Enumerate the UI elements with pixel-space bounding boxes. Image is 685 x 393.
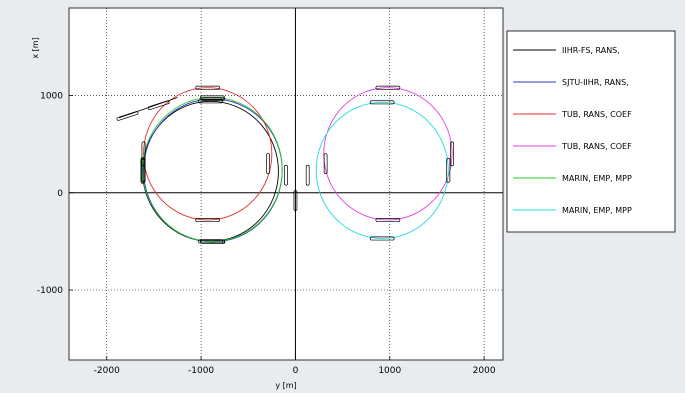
- ship-outline: [200, 239, 225, 244]
- ship-outline: [375, 85, 401, 90]
- ship-outline: [200, 239, 226, 244]
- legend-label: TUB, RANS, COEF: [561, 110, 632, 119]
- ship-outline: [200, 95, 225, 100]
- x-tick-label: 1000: [378, 366, 401, 376]
- legend-label: TUB, RANS, COEF: [561, 142, 632, 151]
- ship-outline: [293, 190, 298, 211]
- ship-outline: [198, 99, 223, 104]
- ship-outline: [195, 218, 221, 222]
- trajectory-line-6: [315, 101, 449, 239]
- ship-markers: [116, 85, 455, 244]
- ship-outline: [141, 141, 146, 167]
- ship-outline: [266, 153, 270, 174]
- ship-outline: [141, 158, 146, 183]
- trajectory-line-3: [143, 87, 273, 221]
- plot-area: [68, 7, 504, 361]
- ship-outline: [369, 100, 395, 105]
- ship-outline: [446, 158, 451, 183]
- legend-label: MARIN, EMP, MPP: [562, 174, 632, 183]
- y-axis-label: x [m]: [31, 37, 40, 58]
- legend-box: [506, 30, 676, 233]
- legend-label: MARIN, EMP, MPP: [562, 206, 632, 215]
- grid-lines: [69, 8, 503, 360]
- x-tick-label: -2000: [94, 366, 120, 376]
- ship-outline: [369, 236, 395, 241]
- y-tick-label: 0: [57, 189, 63, 199]
- zero-axes: [69, 8, 503, 360]
- trajectory-line-4: [323, 87, 453, 221]
- ship-outline: [375, 218, 401, 222]
- legend: IIHR-FS, RANS, SJTU-IIHR, RANS, TUB, RANS,…: [506, 30, 676, 233]
- x-tick-label: 0: [293, 366, 299, 376]
- ship-outline: [147, 100, 170, 111]
- legend-label: IIHR-FS, RANS,: [562, 46, 620, 55]
- y-tick-label: -1000: [37, 286, 63, 296]
- ship-outline: [140, 157, 145, 182]
- ship-outline: [450, 141, 455, 167]
- ship-outline: [195, 85, 221, 90]
- ship-outline: [323, 153, 328, 174]
- x-tick-label: -1000: [188, 366, 214, 376]
- x-tick-label: 2000: [473, 366, 496, 376]
- y-tick-labels: -1000 0 1000: [37, 92, 73, 296]
- legend-label: SJTU-IIHR, RANS,: [562, 78, 629, 87]
- ship-outline: [305, 164, 310, 186]
- y-tick-label: 1000: [40, 92, 63, 102]
- x-axis-label: y [m]: [275, 381, 296, 390]
- ship-outline: [284, 164, 288, 186]
- x-tick-labels: -2000 -1000 0 1000 2000: [94, 356, 496, 376]
- ship-outline: [116, 111, 139, 121]
